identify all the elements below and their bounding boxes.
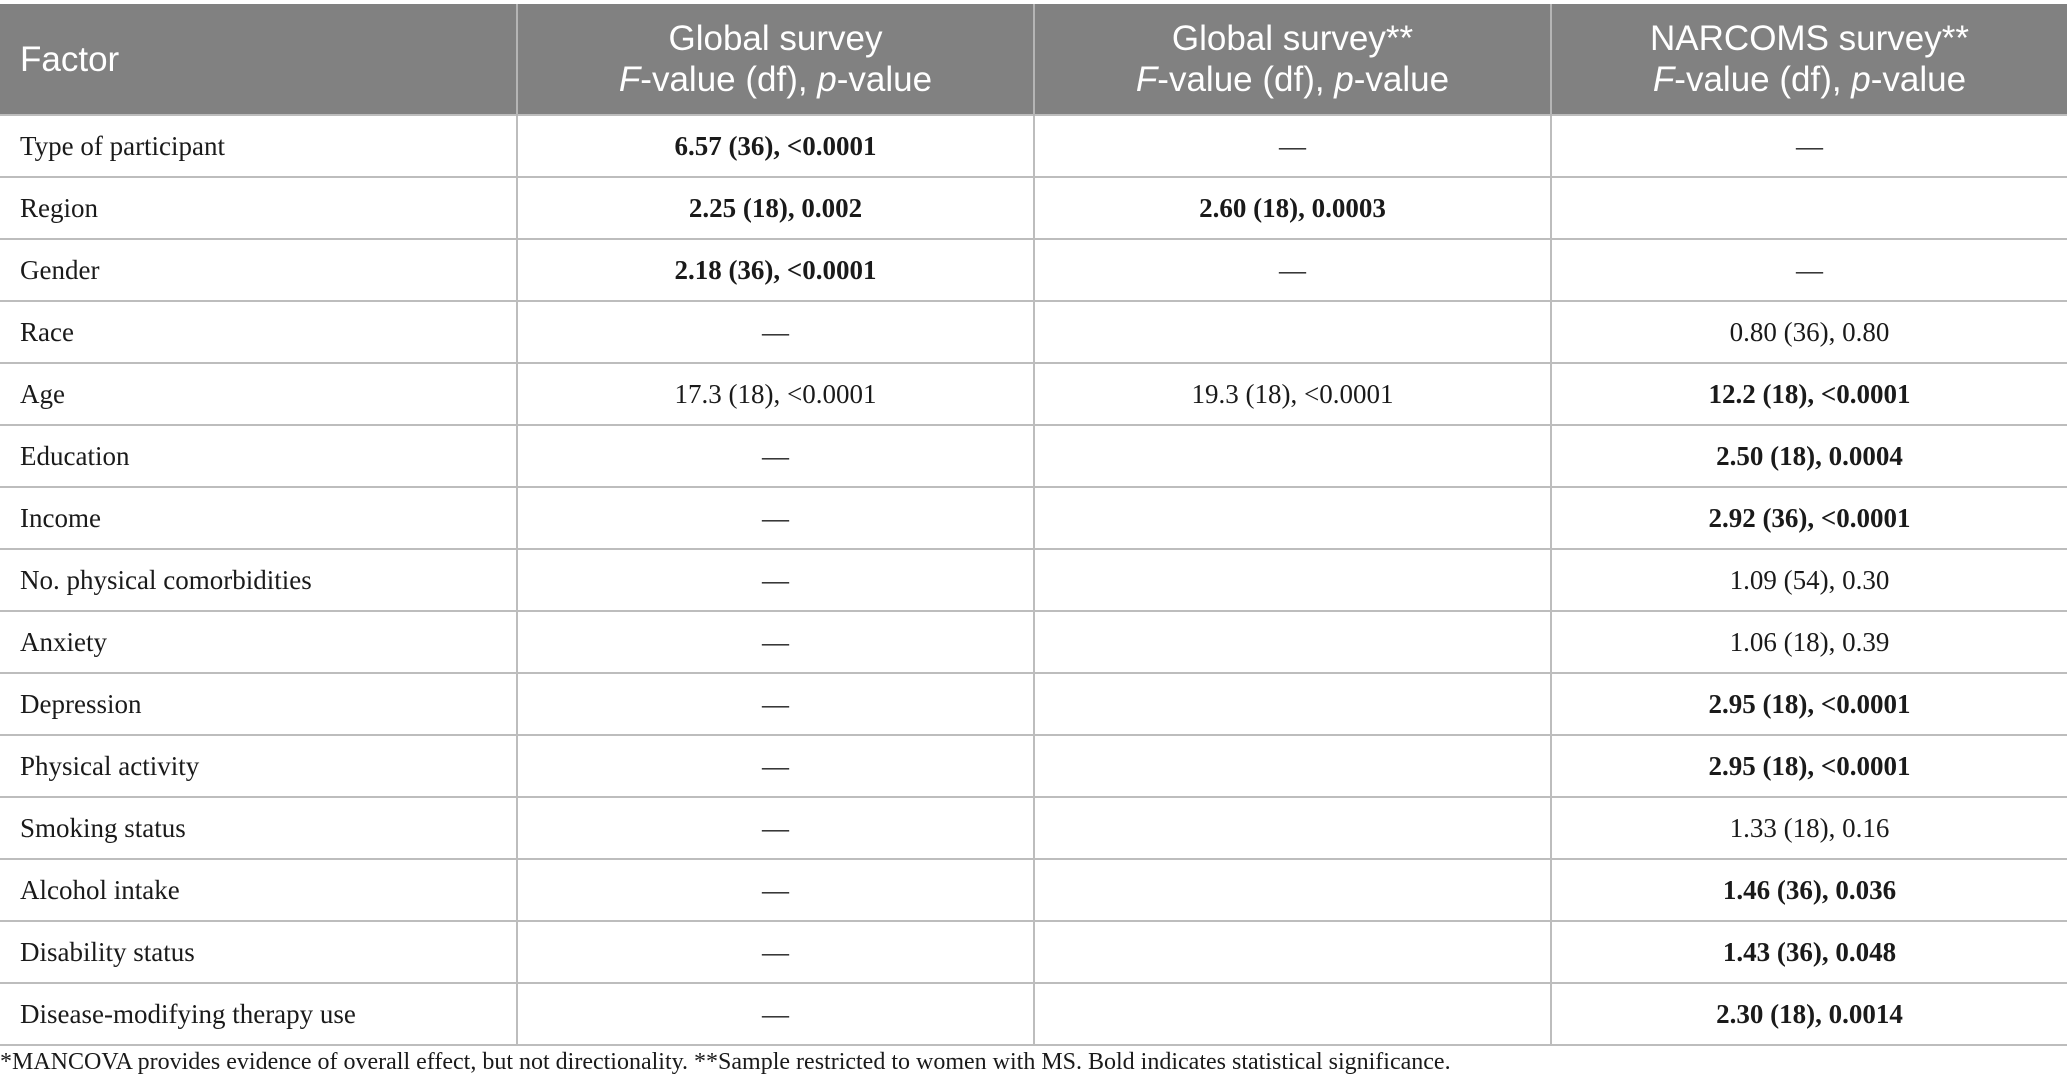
factor-cell: Anxiety xyxy=(0,610,517,673)
narcoms-survey-cell: 1.43 (36), 0.048 xyxy=(1550,920,2067,983)
global-survey-women-cell xyxy=(1033,920,1551,983)
table-row: Income — 2.92 (36), <0.0001 xyxy=(0,486,2067,549)
global-survey-cell: — xyxy=(516,858,1034,921)
global-survey-cell: — xyxy=(516,610,1034,673)
narcoms-survey-cell: 2.30 (18), 0.0014 xyxy=(1550,982,2067,1046)
table-row: Disability status — 1.43 (36), 0.048 xyxy=(0,920,2067,983)
global-survey-cell: — xyxy=(516,672,1034,735)
narcoms-survey-cell: 1.09 (54), 0.30 xyxy=(1550,548,2067,611)
table-row: Smoking status — 1.33 (18), 0.16 xyxy=(0,796,2067,859)
global-survey-women-cell xyxy=(1033,858,1551,921)
table-row: No. physical comorbidities — 1.09 (54), 0.… xyxy=(0,548,2067,611)
header-factor: Factor xyxy=(0,4,517,115)
factor-cell: Depression xyxy=(0,672,517,735)
narcoms-survey-cell: 1.33 (18), 0.16 xyxy=(1550,796,2067,859)
table-row: Region 2.25 (18), 0.002 2.60 (18), 0.0003 xyxy=(0,176,2067,239)
narcoms-survey-cell: 2.50 (18), 0.0004 xyxy=(1550,424,2067,487)
header-global-survey-stat: F-value (df), p-value xyxy=(618,60,933,99)
global-survey-women-cell xyxy=(1033,982,1551,1046)
factor-cell: Physical activity xyxy=(0,734,517,797)
global-survey-women-cell xyxy=(1033,548,1551,611)
table-row: Alcohol intake — 1.46 (36), 0.036 xyxy=(0,858,2067,921)
global-survey-cell: 17.3 (18), <0.0001 xyxy=(516,362,1034,425)
results-table: Factor Global survey F-value (df), p-val… xyxy=(0,4,2067,1046)
narcoms-survey-cell: 12.2 (18), <0.0001 xyxy=(1550,362,2067,425)
narcoms-survey-cell: 0.80 (36), 0.80 xyxy=(1550,300,2067,363)
global-survey-women-cell xyxy=(1033,424,1551,487)
global-survey-cell: — xyxy=(516,486,1034,549)
global-survey-cell: — xyxy=(516,548,1034,611)
header-global-survey: Global survey F-value (df), p-value xyxy=(516,4,1034,115)
table-body: Type of participant 6.57 (36), <0.0001— — R… xyxy=(0,114,2067,1046)
table-header: Factor Global survey F-value (df), p-val… xyxy=(0,4,2067,115)
table-row: Age 17.3 (18), <0.0001 19.3 (18), <0.0001 1… xyxy=(0,362,2067,425)
global-survey-women-cell: — xyxy=(1033,238,1551,301)
global-survey-women-cell xyxy=(1033,486,1551,549)
global-survey-women-cell: 19.3 (18), <0.0001 xyxy=(1033,362,1551,425)
header-global-survey-women: Global survey** F-value (df), p-value xyxy=(1033,4,1551,115)
factor-cell: Age xyxy=(0,362,517,425)
table-row: Race — 0.80 (36), 0.80 xyxy=(0,300,2067,363)
table-row: Depression — 2.95 (18), <0.0001 xyxy=(0,672,2067,735)
factor-cell: Education xyxy=(0,424,517,487)
global-survey-cell: — xyxy=(516,424,1034,487)
narcoms-survey-cell: — xyxy=(1550,238,2067,301)
header-row: Factor Global survey F-value (df), p-val… xyxy=(0,4,2067,115)
table-row: Education — 2.50 (18), 0.0004 xyxy=(0,424,2067,487)
table-row: Disease-modifying therapy use — 2.30 (18),… xyxy=(0,982,2067,1046)
global-survey-women-cell xyxy=(1033,672,1551,735)
global-survey-cell: 2.18 (36), <0.0001 xyxy=(516,238,1034,301)
global-survey-cell: — xyxy=(516,920,1034,983)
narcoms-survey-cell: 2.95 (18), <0.0001 xyxy=(1550,672,2067,735)
table-row: Physical activity — 2.95 (18), <0.0001 xyxy=(0,734,2067,797)
global-survey-cell: — xyxy=(516,300,1034,363)
narcoms-survey-cell: 2.95 (18), <0.0001 xyxy=(1550,734,2067,797)
global-survey-cell: 6.57 (36), <0.0001 xyxy=(516,114,1034,177)
header-global-survey-title: Global survey xyxy=(668,19,883,58)
narcoms-survey-cell: — xyxy=(1550,114,2067,177)
global-survey-women-cell xyxy=(1033,796,1551,859)
global-survey-cell: 2.25 (18), 0.002 xyxy=(516,176,1034,239)
global-survey-women-cell: 2.60 (18), 0.0003 xyxy=(1033,176,1551,239)
global-survey-women-cell: — xyxy=(1033,114,1551,177)
factor-cell: Region xyxy=(0,176,517,239)
global-survey-cell: — xyxy=(516,734,1034,797)
header-narcoms-survey: NARCOMS survey** F-value (df), p-value xyxy=(1550,4,2067,115)
header-narcoms-survey-stat: F-value (df), p-value xyxy=(1652,60,1967,99)
narcoms-survey-cell: 2.92 (36), <0.0001 xyxy=(1550,486,2067,549)
table-row: Anxiety — 1.06 (18), 0.39 xyxy=(0,610,2067,673)
factor-cell: Type of participant xyxy=(0,114,517,177)
global-survey-women-cell xyxy=(1033,734,1551,797)
global-survey-women-cell xyxy=(1033,300,1551,363)
factor-cell: Income xyxy=(0,486,517,549)
narcoms-survey-cell xyxy=(1550,176,2067,239)
header-global-survey-women-stat: F-value (df), p-value xyxy=(1135,60,1450,99)
table-row: Gender 2.18 (36), <0.0001— — xyxy=(0,238,2067,301)
factor-cell: Race xyxy=(0,300,517,363)
factor-cell: Disease-modifying therapy use xyxy=(0,982,517,1046)
factor-cell: Gender xyxy=(0,238,517,301)
header-global-survey-women-title: Global survey** xyxy=(1171,19,1414,58)
narcoms-survey-cell: 1.06 (18), 0.39 xyxy=(1550,610,2067,673)
global-survey-cell: — xyxy=(516,796,1034,859)
factor-cell: No. physical comorbidities xyxy=(0,548,517,611)
table-footnote: *MANCOVA provides evidence of overall ef… xyxy=(0,1049,1451,1075)
global-survey-cell: — xyxy=(516,982,1034,1046)
factor-cell: Alcohol intake xyxy=(0,858,517,921)
factor-cell: Disability status xyxy=(0,920,517,983)
table-row: Type of participant 6.57 (36), <0.0001— — xyxy=(0,114,2067,177)
header-narcoms-survey-title: NARCOMS survey** xyxy=(1650,19,1969,58)
global-survey-women-cell xyxy=(1033,610,1551,673)
factor-cell: Smoking status xyxy=(0,796,517,859)
narcoms-survey-cell: 1.46 (36), 0.036 xyxy=(1550,858,2067,921)
